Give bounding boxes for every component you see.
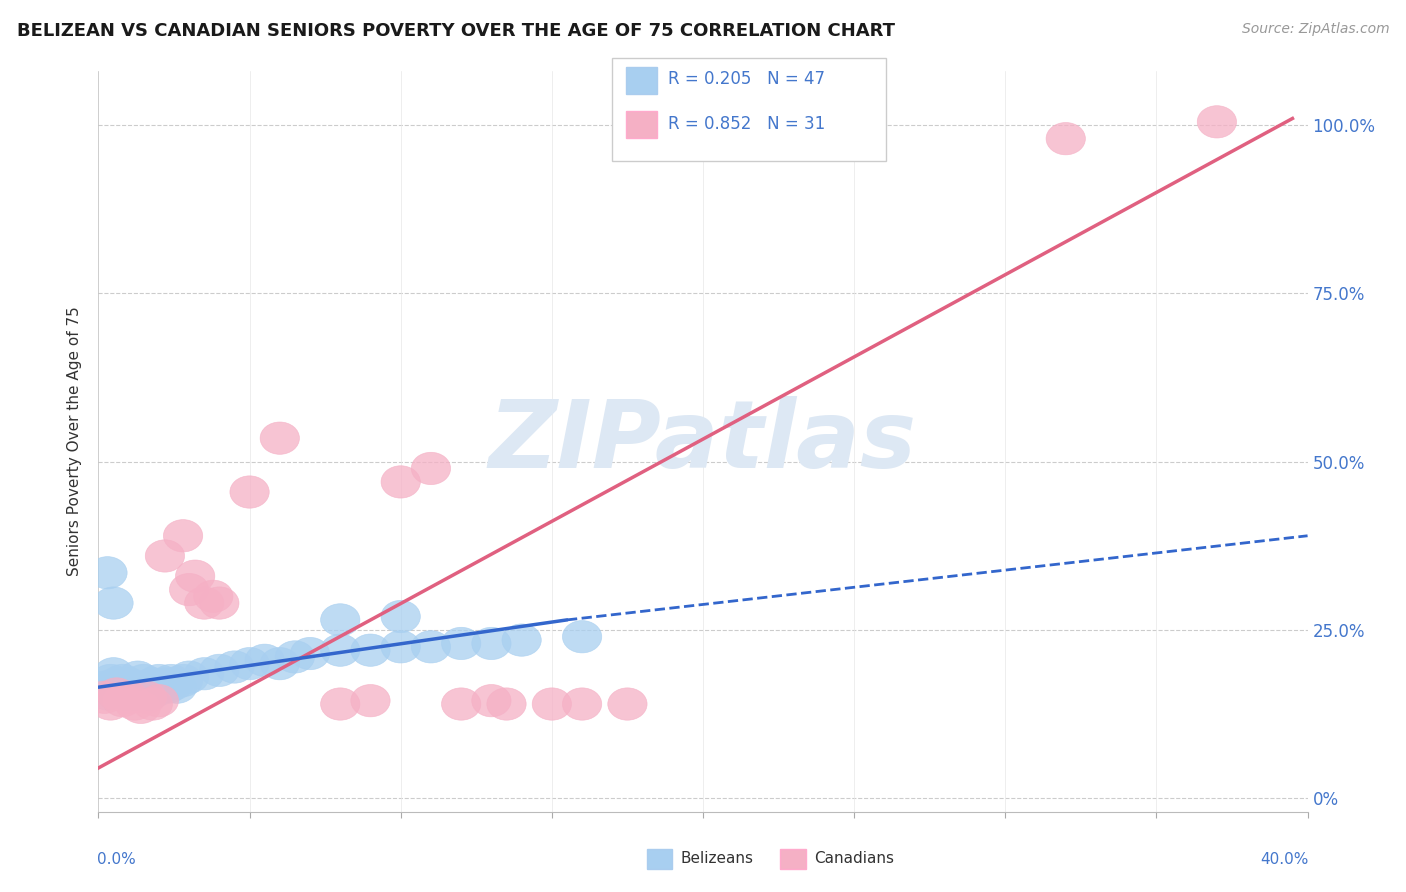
Ellipse shape bbox=[134, 688, 173, 720]
Ellipse shape bbox=[157, 671, 197, 704]
Ellipse shape bbox=[103, 665, 142, 697]
Text: 0.0%: 0.0% bbox=[97, 852, 136, 866]
Ellipse shape bbox=[139, 684, 179, 717]
Ellipse shape bbox=[148, 671, 187, 704]
Text: R = 0.205   N = 47: R = 0.205 N = 47 bbox=[668, 70, 825, 88]
Ellipse shape bbox=[103, 684, 142, 717]
Ellipse shape bbox=[472, 627, 510, 659]
Ellipse shape bbox=[110, 668, 148, 700]
Ellipse shape bbox=[127, 681, 166, 714]
Ellipse shape bbox=[97, 678, 136, 710]
Ellipse shape bbox=[145, 668, 184, 700]
Ellipse shape bbox=[145, 540, 184, 572]
Ellipse shape bbox=[139, 665, 179, 697]
Ellipse shape bbox=[87, 557, 127, 589]
Ellipse shape bbox=[381, 466, 420, 498]
Text: Canadians: Canadians bbox=[814, 851, 894, 865]
Ellipse shape bbox=[291, 638, 329, 670]
Ellipse shape bbox=[121, 674, 160, 706]
Ellipse shape bbox=[321, 604, 360, 636]
Ellipse shape bbox=[321, 688, 360, 720]
Ellipse shape bbox=[245, 644, 284, 676]
Ellipse shape bbox=[91, 665, 131, 697]
Ellipse shape bbox=[215, 651, 254, 683]
Ellipse shape bbox=[381, 600, 420, 632]
Ellipse shape bbox=[260, 648, 299, 680]
Ellipse shape bbox=[100, 674, 139, 706]
Ellipse shape bbox=[352, 634, 389, 666]
Ellipse shape bbox=[533, 688, 571, 720]
Ellipse shape bbox=[441, 688, 481, 720]
Ellipse shape bbox=[155, 668, 194, 700]
Ellipse shape bbox=[184, 587, 224, 619]
Ellipse shape bbox=[142, 671, 181, 704]
Ellipse shape bbox=[352, 684, 389, 717]
Ellipse shape bbox=[118, 661, 157, 693]
Ellipse shape bbox=[231, 475, 269, 508]
Text: R = 0.852   N = 31: R = 0.852 N = 31 bbox=[668, 115, 825, 133]
Ellipse shape bbox=[115, 688, 155, 720]
Ellipse shape bbox=[607, 688, 647, 720]
Ellipse shape bbox=[412, 452, 450, 484]
Y-axis label: Seniors Poverty Over the Age of 75: Seniors Poverty Over the Age of 75 bbox=[67, 307, 83, 576]
Ellipse shape bbox=[412, 631, 450, 663]
Ellipse shape bbox=[115, 678, 155, 710]
Ellipse shape bbox=[127, 671, 166, 704]
Ellipse shape bbox=[184, 657, 224, 690]
Ellipse shape bbox=[562, 688, 602, 720]
Ellipse shape bbox=[200, 654, 239, 687]
Ellipse shape bbox=[84, 671, 124, 704]
Ellipse shape bbox=[152, 665, 191, 697]
Ellipse shape bbox=[260, 422, 299, 454]
Ellipse shape bbox=[276, 640, 315, 673]
Ellipse shape bbox=[87, 678, 127, 710]
Ellipse shape bbox=[124, 665, 163, 697]
Ellipse shape bbox=[131, 678, 170, 710]
Ellipse shape bbox=[194, 580, 233, 613]
Ellipse shape bbox=[472, 684, 510, 717]
Ellipse shape bbox=[1046, 122, 1085, 155]
Ellipse shape bbox=[231, 648, 269, 680]
Ellipse shape bbox=[134, 668, 173, 700]
Ellipse shape bbox=[112, 671, 152, 704]
Ellipse shape bbox=[502, 624, 541, 657]
Text: ZIPatlas: ZIPatlas bbox=[489, 395, 917, 488]
Ellipse shape bbox=[321, 634, 360, 666]
Ellipse shape bbox=[121, 691, 160, 723]
Ellipse shape bbox=[486, 688, 526, 720]
Ellipse shape bbox=[562, 621, 602, 653]
Ellipse shape bbox=[170, 661, 208, 693]
Ellipse shape bbox=[94, 587, 134, 619]
Text: Source: ZipAtlas.com: Source: ZipAtlas.com bbox=[1241, 22, 1389, 37]
Ellipse shape bbox=[200, 587, 239, 619]
Ellipse shape bbox=[441, 627, 481, 659]
Ellipse shape bbox=[110, 681, 148, 714]
Ellipse shape bbox=[176, 560, 215, 592]
Text: BELIZEAN VS CANADIAN SENIORS POVERTY OVER THE AGE OF 75 CORRELATION CHART: BELIZEAN VS CANADIAN SENIORS POVERTY OVE… bbox=[17, 22, 894, 40]
Text: 40.0%: 40.0% bbox=[1260, 852, 1309, 866]
Ellipse shape bbox=[97, 668, 136, 700]
Ellipse shape bbox=[1198, 105, 1236, 138]
Ellipse shape bbox=[136, 674, 176, 706]
Ellipse shape bbox=[91, 688, 131, 720]
Ellipse shape bbox=[381, 631, 420, 663]
Text: Belizeans: Belizeans bbox=[681, 851, 754, 865]
Ellipse shape bbox=[163, 665, 202, 697]
Ellipse shape bbox=[94, 657, 134, 690]
Ellipse shape bbox=[170, 574, 208, 606]
Ellipse shape bbox=[163, 520, 202, 552]
Ellipse shape bbox=[84, 681, 124, 714]
Ellipse shape bbox=[105, 678, 145, 710]
